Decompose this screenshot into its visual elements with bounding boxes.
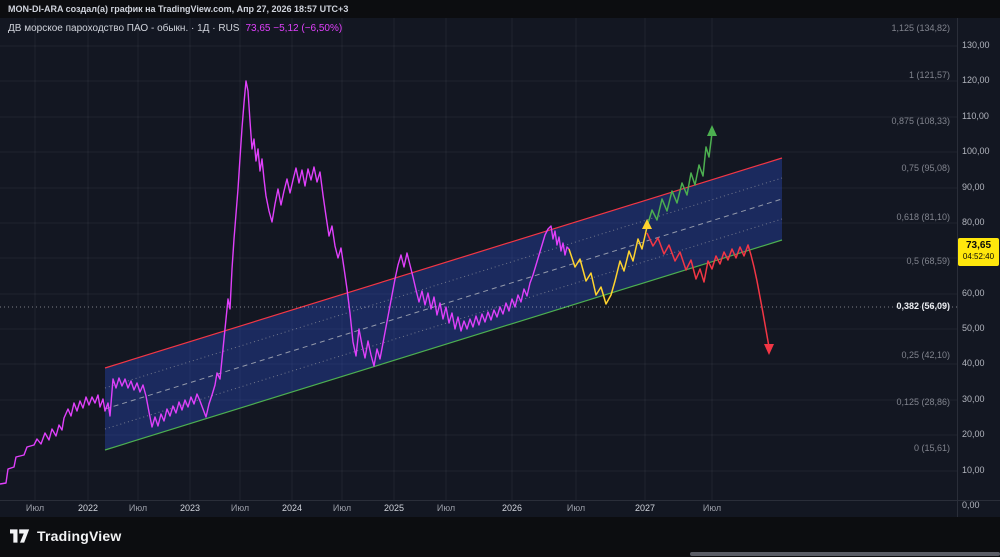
symbol-change-value: −5,12 (−6,50%) (273, 23, 343, 34)
price-tick-label: 100,00 (962, 146, 990, 156)
tradingview-logo-text: TradingView (37, 528, 122, 544)
time-tick-label: Июл (566, 503, 586, 513)
time-tick-label: 2023 (179, 503, 201, 513)
time-tick-label: Июл (25, 503, 45, 513)
time-tick-label: Июл (702, 503, 722, 513)
symbol-price-change: 73,65 −5,12 (−6,50%) (245, 23, 342, 34)
price-tick-label: 130,00 (962, 40, 990, 50)
price-axis[interactable]: 130,00120,00110,00100,0090,0080,0070,006… (958, 18, 1000, 517)
time-tick-label: Июл (128, 503, 148, 513)
symbol-row: ДВ морское пароходство ПАО - обыкн. · 1Д… (8, 23, 342, 34)
time-tick-label: 2024 (281, 503, 303, 513)
price-tick-label: 50,00 (962, 323, 985, 333)
time-tick-label: 2026 (501, 503, 523, 513)
last-price-tag: 73,65 04:52:40 (958, 238, 999, 266)
last-price-value: 73,65 (965, 240, 992, 251)
tradingview-logo[interactable]: TradingView (10, 528, 121, 544)
price-tick-label: 20,00 (962, 429, 985, 439)
symbol-last-price: 73,65 (245, 23, 271, 34)
time-tick-label: 2027 (634, 503, 656, 513)
footer-bar: TradingView (0, 517, 1000, 557)
time-tick-label: 2025 (383, 503, 405, 513)
attribution-bar: MON-DI-ARA создал(а) график на TradingVi… (0, 0, 1000, 18)
time-axis[interactable]: Июл 2022 Июл 2023 Июл 2024 Июл 2025 Июл 2026 Июл 20… (0, 501, 957, 517)
price-tick-label: 10,00 (962, 465, 985, 475)
countdown-timer: 04:52:40 (962, 252, 995, 261)
horizontal-scrollbar[interactable] (690, 552, 1000, 556)
price-tick-label: 40,00 (962, 358, 985, 368)
tradingview-logo-icon (10, 529, 30, 543)
price-tick-label: 110,00 (962, 111, 989, 121)
attribution-text: MON-DI-ARA создал(а) график на TradingVi… (8, 4, 349, 14)
time-tick-label: Июл (332, 503, 352, 513)
price-tick-label: 0,00 (962, 500, 980, 510)
price-tick-label: 30,00 (962, 394, 985, 404)
price-tick-label: 120,00 (962, 75, 990, 85)
symbol-title: ДВ морское пароходство ПАО - обыкн. · 1Д… (8, 23, 240, 34)
time-tick-label: Июл (230, 503, 250, 513)
price-tick-label: 60,00 (962, 288, 985, 298)
time-tick-label: 2022 (77, 503, 99, 513)
price-tick-label: 80,00 (962, 217, 985, 227)
time-tick-label: Июл (436, 503, 456, 513)
price-tick-label: 90,00 (962, 182, 985, 192)
